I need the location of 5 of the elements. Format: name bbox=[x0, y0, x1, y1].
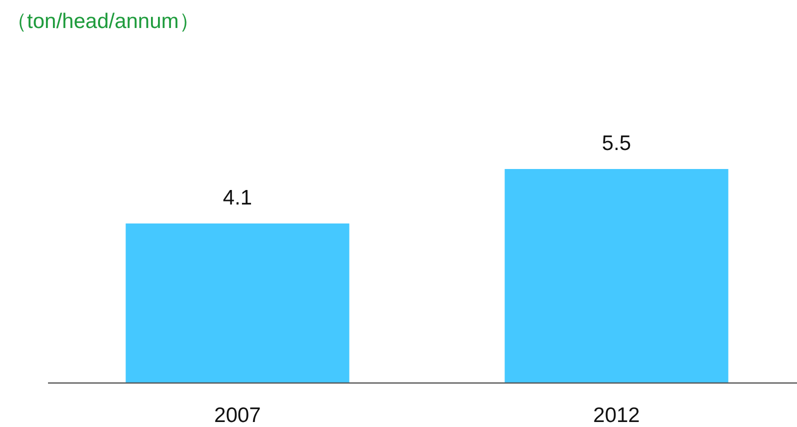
x-tick-label: 2007 bbox=[214, 404, 261, 427]
x-tick-label: 2012 bbox=[593, 404, 640, 427]
text: （ton/head/annum） bbox=[6, 10, 200, 33]
data-label: 5.5 bbox=[602, 132, 632, 155]
data-label: 4.1 bbox=[222, 186, 252, 210]
